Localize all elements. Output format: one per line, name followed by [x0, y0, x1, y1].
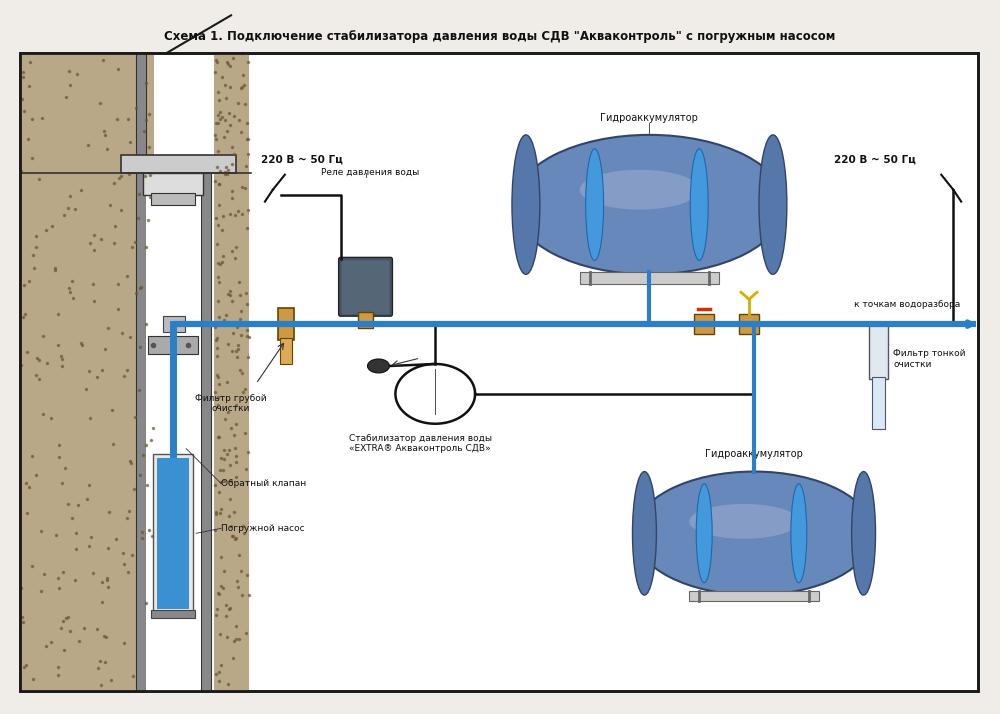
Bar [143, 173, 203, 195]
Bar [689, 591, 819, 601]
Text: Обратный клапан: Обратный клапан [221, 479, 306, 488]
Bar [201, 173, 211, 690]
Ellipse shape [580, 170, 699, 210]
Bar [739, 314, 759, 334]
Bar [121, 155, 236, 173]
Bar [148, 336, 198, 354]
Ellipse shape [368, 359, 389, 373]
Bar [136, 53, 146, 690]
Ellipse shape [634, 471, 874, 595]
Bar [163, 316, 185, 332]
Bar [694, 314, 714, 334]
Bar [151, 193, 195, 205]
FancyBboxPatch shape [20, 53, 978, 690]
Bar [146, 173, 201, 690]
Text: 220 В ~ 50 Гц: 220 В ~ 50 Гц [834, 155, 916, 165]
Ellipse shape [852, 471, 876, 595]
Bar [358, 312, 373, 328]
Text: Стабилизатор давления воды
«EXTRA® Акваконтроль СДВ»: Стабилизатор давления воды «EXTRA® Аквак… [349, 433, 492, 453]
Text: Погружной насос: Погружной насос [221, 524, 305, 533]
Ellipse shape [586, 149, 604, 261]
Bar [151, 610, 195, 618]
FancyBboxPatch shape [342, 261, 389, 314]
Bar [872, 377, 885, 428]
Text: Фильтр тонкой
очистки: Фильтр тонкой очистки [893, 349, 966, 368]
Ellipse shape [632, 471, 656, 595]
Ellipse shape [791, 484, 807, 583]
Bar [280, 338, 292, 364]
Text: Фильтр грубой
очистки: Фильтр грубой очистки [195, 394, 267, 413]
Ellipse shape [514, 135, 785, 274]
Bar [214, 53, 249, 690]
Bar [869, 324, 888, 379]
Text: Гидроаккумулятор: Гидроаккумулятор [705, 448, 803, 458]
Text: Гидроаккумулятор: Гидроаккумулятор [600, 113, 698, 123]
Ellipse shape [690, 149, 708, 261]
Bar [278, 308, 294, 340]
Ellipse shape [759, 135, 787, 274]
Text: Схема 1. Подключение стабилизатора давления воды СДВ "Акваконтроль" с погружным : Схема 1. Подключение стабилизатора давле… [164, 30, 836, 44]
Bar [20, 53, 154, 690]
Bar [580, 272, 719, 284]
Bar [153, 453, 193, 613]
FancyBboxPatch shape [339, 257, 392, 316]
Ellipse shape [696, 484, 712, 583]
Ellipse shape [689, 504, 799, 539]
Text: Реле давления воды: Реле давления воды [321, 169, 419, 177]
Ellipse shape [512, 135, 540, 274]
Bar [157, 458, 189, 609]
Text: к точкам водоразбора: к точкам водоразбора [854, 300, 960, 309]
Text: 220 В ~ 50 Гц: 220 В ~ 50 Гц [261, 155, 343, 165]
